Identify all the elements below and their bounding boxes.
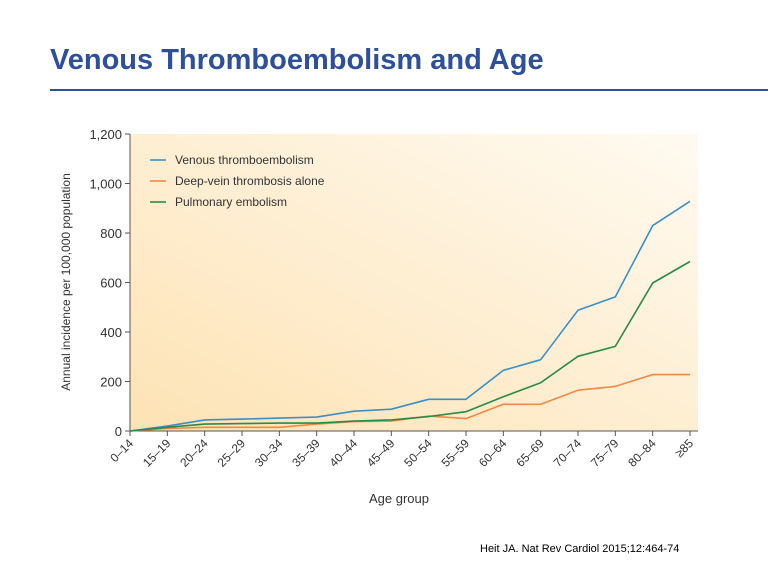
y-tick-label: 0 [115, 424, 122, 439]
legend-label: Deep-vein thrombosis alone [175, 174, 325, 188]
title-divider [50, 89, 768, 91]
series-line-pulmonary-embolism [129, 260, 691, 432]
x-tick-label: 75–79 [588, 436, 622, 470]
y-tick-label: 800 [100, 226, 122, 241]
x-tick-label: 70–74 [551, 436, 585, 470]
legend-label: Venous thromboembolism [175, 153, 314, 167]
y-tick-label: 200 [100, 375, 122, 390]
x-tick-label: 55–59 [439, 436, 473, 470]
x-tick-label: 40–44 [327, 436, 361, 470]
y-tick-label: 1,200 [89, 127, 122, 142]
x-tick-label: 25–29 [215, 436, 249, 470]
x-tick-label: 20–24 [177, 436, 211, 470]
x-tick-label: 65–69 [513, 436, 547, 470]
x-tick-label: 15–19 [140, 436, 174, 470]
x-tick-label: 0–14 [107, 436, 136, 465]
x-axis-label: Age group [369, 491, 429, 506]
plot-area [130, 134, 698, 431]
y-axis-label: Annual incidence per 100,000 population [59, 173, 73, 391]
y-tick-label: 1,000 [89, 177, 122, 192]
x-tick-label: 30–34 [252, 436, 286, 470]
x-tick-label: 50–54 [401, 436, 435, 470]
x-tick-label: 80–84 [625, 436, 659, 470]
x-tick-label: 35–39 [289, 436, 323, 470]
series-line-venous-thromboembolism [129, 200, 691, 432]
x-tick-label: 60–64 [476, 436, 510, 470]
citation: Heit JA. Nat Rev Cardiol 2015;12:464-74 [480, 543, 680, 555]
y-tick-label: 600 [100, 276, 122, 291]
legend-label: Pulmonary embolism [175, 195, 287, 209]
slide-title: Venous Thromboembolism and Age [50, 44, 544, 76]
x-tick-label: 45–49 [364, 436, 398, 470]
series-lines [129, 200, 691, 432]
x-tick-label: ≥85 [672, 436, 696, 460]
legend: Venous thromboembolism Deep-vein thrombos… [150, 153, 325, 209]
y-tick-label: 400 [100, 325, 122, 340]
